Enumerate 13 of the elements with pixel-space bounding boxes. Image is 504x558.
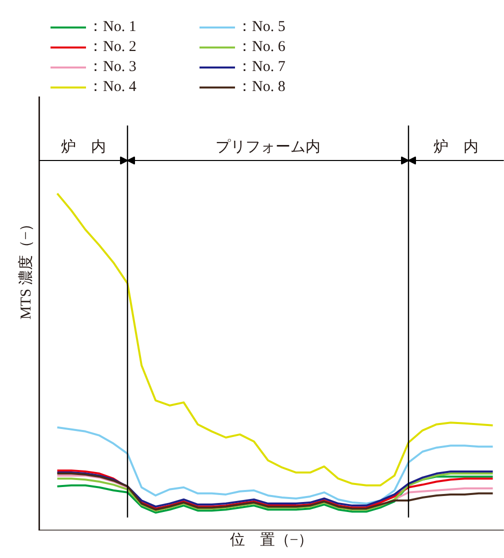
legend-label: ：No. 3 — [88, 58, 138, 76]
legend-label: ：No. 8 — [237, 78, 286, 96]
legend-label: ：No. 6 — [237, 38, 286, 56]
legend-label: ：No. 5 — [237, 18, 286, 36]
text: 炉 内 — [60, 138, 106, 156]
x-axis-title: 位 置（−） — [230, 532, 314, 548]
y-axis-title: MTS 濃度（−） — [18, 216, 34, 320]
legend-label: ：No. 1 — [88, 18, 138, 36]
legend-label: ：No. 4 — [88, 78, 138, 96]
text: 炉 内 — [434, 138, 479, 156]
legend-label: ：No. 2 — [88, 38, 138, 56]
text: プリフォーム内 — [216, 138, 320, 156]
legend-label: ：No. 7 — [237, 58, 286, 76]
